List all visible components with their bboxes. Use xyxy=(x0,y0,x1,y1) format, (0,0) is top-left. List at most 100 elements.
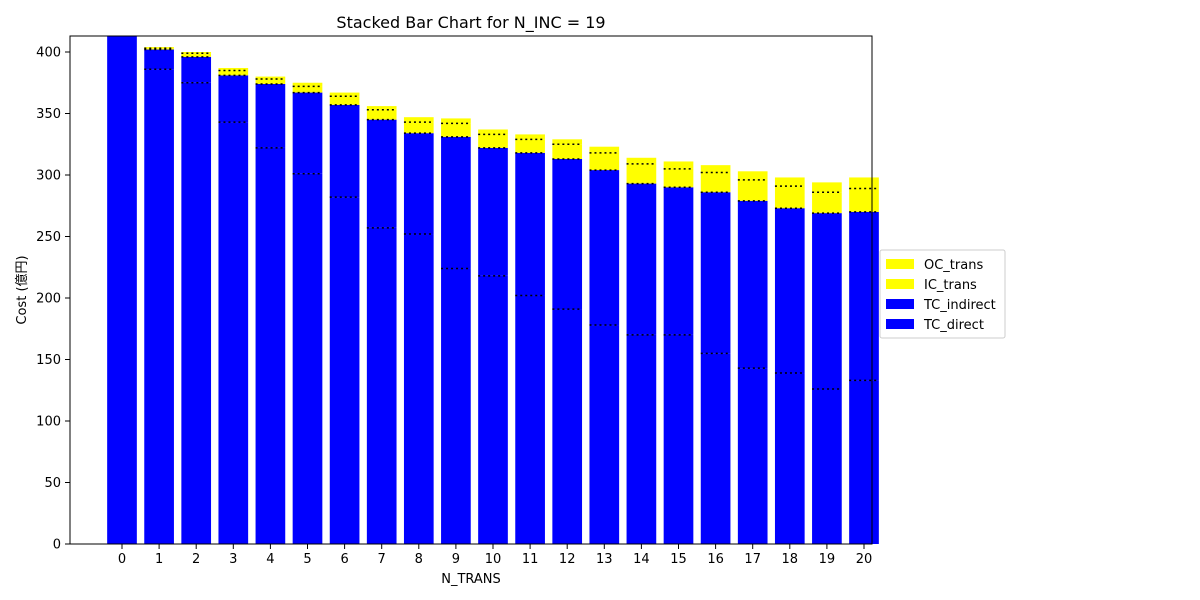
bar-OC_trans-7 xyxy=(366,106,397,110)
bar-IC_trans-7 xyxy=(366,109,397,120)
bar-TC_indirect-10 xyxy=(478,147,508,276)
bar-IC_trans-17 xyxy=(737,179,768,201)
bar-OC_trans-8 xyxy=(403,117,434,123)
x-tick-label: 2 xyxy=(192,552,200,567)
bar-IC_trans-3 xyxy=(218,70,249,76)
bar-TC_indirect-9 xyxy=(441,136,471,269)
bar-IC_trans-11 xyxy=(515,139,545,153)
y-tick-label: 400 xyxy=(36,45,61,60)
bar-IC_trans-19 xyxy=(812,192,842,214)
bar-IC_trans-14 xyxy=(626,163,657,184)
bar-IC_trans-13 xyxy=(589,152,620,171)
x-tick-label: 8 xyxy=(415,552,423,567)
bar-TC_indirect-4 xyxy=(255,83,286,148)
bar-IC_trans-5 xyxy=(292,86,323,93)
bar-IC_trans-12 xyxy=(552,144,583,160)
bar-OC_trans-3 xyxy=(218,67,249,71)
bar-TC_direct-11 xyxy=(515,295,545,544)
bar-OC_trans-12 xyxy=(552,139,583,145)
bar-OC_trans-20 xyxy=(849,177,879,189)
bar-TC_indirect-6 xyxy=(329,104,360,198)
bar-TC_direct-0 xyxy=(107,36,137,544)
y-tick-label: 150 xyxy=(36,353,61,368)
bar-TC_direct-9 xyxy=(441,268,471,544)
bar-IC_trans-8 xyxy=(403,122,434,134)
bar-TC_direct-20 xyxy=(849,380,879,544)
bar-OC_trans-15 xyxy=(663,161,694,169)
y-tick-label: 350 xyxy=(36,107,61,122)
bar-TC_indirect-17 xyxy=(737,200,768,369)
plot-frame xyxy=(69,35,873,545)
bar-TC_direct-14 xyxy=(626,334,657,544)
x-tick-label: 17 xyxy=(744,552,761,567)
y-axis-label: Cost (億円) xyxy=(14,255,30,324)
legend: OC_trans IC_trans TC_indirect TC_direct xyxy=(879,249,1006,339)
bar-TC_direct-4 xyxy=(255,147,286,545)
y-tick-label: 0 xyxy=(53,538,61,553)
legend-swatch-TC_indirect xyxy=(886,299,914,309)
y-tick-label: 250 xyxy=(36,230,61,245)
x-tick-label: 13 xyxy=(596,552,613,567)
y-tick-label: 100 xyxy=(36,414,61,429)
bar-OC_trans-16 xyxy=(700,165,731,173)
bar-OC_trans-18 xyxy=(774,177,805,187)
bar-TC_indirect-1 xyxy=(144,49,174,70)
x-tick-label: 0 xyxy=(118,552,126,567)
bar-OC_trans-4 xyxy=(255,76,286,80)
bar-OC_trans-1 xyxy=(144,47,174,49)
bar-TC_direct-8 xyxy=(403,234,434,544)
bar-IC_trans-20 xyxy=(849,188,879,212)
bar-TC_indirect-15 xyxy=(663,187,694,335)
chart-title: Stacked Bar Chart for N_INC = 19 xyxy=(336,13,605,33)
legend-label-OC_trans: OC_trans xyxy=(924,258,983,273)
bar-OC_trans-14 xyxy=(626,157,657,164)
bar-TC_indirect-2 xyxy=(181,56,212,83)
x-axis-label: N_TRANS xyxy=(441,572,501,587)
bar-IC_trans-16 xyxy=(700,172,731,193)
bar-TC_direct-13 xyxy=(589,325,620,544)
bar-TC_indirect-14 xyxy=(626,183,657,335)
bar-TC_indirect-16 xyxy=(700,192,731,354)
legend-swatch-TC_direct xyxy=(886,319,914,329)
bar-TC_direct-15 xyxy=(663,334,694,544)
bar-TC_direct-12 xyxy=(552,309,583,544)
x-tick-label: 16 xyxy=(707,552,724,567)
bar-TC_indirect-11 xyxy=(515,152,545,296)
bar-TC_indirect-8 xyxy=(403,133,434,235)
bar-TC_direct-5 xyxy=(292,173,323,545)
plot-area xyxy=(107,36,879,545)
bar-IC_trans-6 xyxy=(329,96,360,105)
bar-TC_direct-10 xyxy=(478,275,508,544)
bar-TC_direct-3 xyxy=(218,122,249,545)
bar-TC_direct-7 xyxy=(366,227,397,544)
x-tick-label: 1 xyxy=(155,552,163,567)
bar-OC_trans-6 xyxy=(329,92,360,97)
bar-IC_trans-9 xyxy=(441,123,471,137)
legend-box xyxy=(879,249,1006,339)
x-tick-label: 15 xyxy=(670,552,687,567)
bar-TC_direct-1 xyxy=(144,69,174,544)
bar-TC_indirect-20 xyxy=(849,211,879,381)
y-tick-label: 300 xyxy=(36,168,61,183)
x-tick-label: 18 xyxy=(782,552,799,567)
x-tick-label: 6 xyxy=(340,552,348,567)
legend-swatch-OC_trans xyxy=(886,259,914,269)
y-axis: 0 50 100 150 200 250 300 350 400 xyxy=(36,45,70,553)
bar-IC_trans-1 xyxy=(144,48,174,50)
bar-IC_trans-4 xyxy=(255,79,286,84)
x-tick-label: 10 xyxy=(485,552,502,567)
y-tick-label: 50 xyxy=(44,476,61,491)
x-tick-label: 11 xyxy=(522,552,539,567)
bar-TC_direct-17 xyxy=(737,368,768,544)
bar-TC_indirect-5 xyxy=(292,92,323,174)
bar-IC_trans-10 xyxy=(478,134,508,148)
bar-TC_indirect-3 xyxy=(218,75,249,123)
x-tick-label: 19 xyxy=(819,552,836,567)
bar-OC_trans-10 xyxy=(478,129,508,135)
legend-label-IC_trans: IC_trans xyxy=(924,278,977,293)
bar-TC_indirect-12 xyxy=(552,159,583,310)
x-axis: 0 1 2 3 4 5 6 7 8 9 10 11 12 13 14 15 16 17 18 19 20 xyxy=(118,544,872,567)
bar-OC_trans-5 xyxy=(292,82,323,87)
bar-OC_trans-19 xyxy=(812,182,842,193)
